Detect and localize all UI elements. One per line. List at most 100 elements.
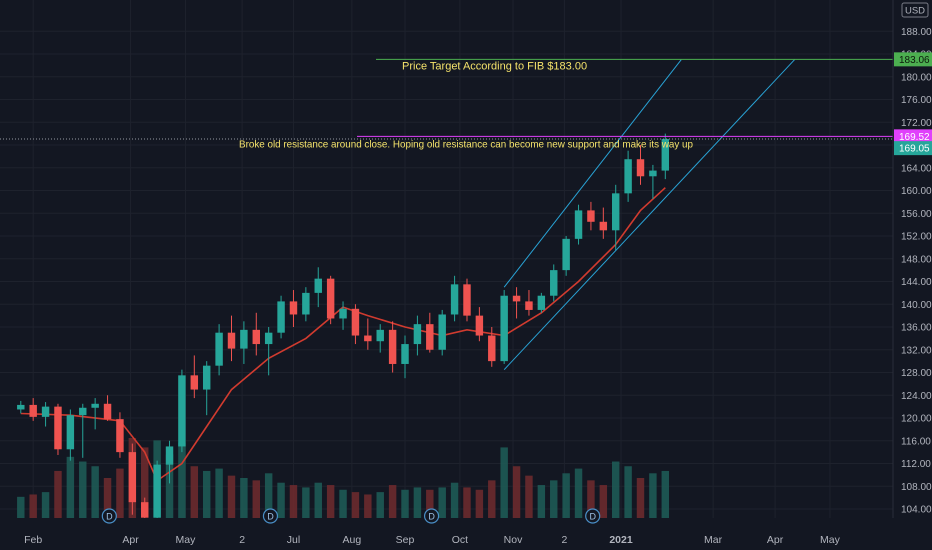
candle (426, 312, 434, 353)
volume-bar (599, 485, 608, 518)
candle (202, 361, 211, 416)
candle-body (41, 406, 50, 417)
dividend-marker[interactable]: D (262, 508, 279, 524)
volume-bar (401, 489, 409, 518)
candle (661, 133, 670, 180)
y-tick-label: 124.00 (901, 391, 932, 402)
dividend-circle (423, 508, 440, 524)
dividend-circle (585, 508, 601, 524)
x-tick-label: Feb (24, 534, 42, 546)
volume-bar (17, 496, 25, 518)
candle (277, 295, 285, 339)
candle-body (79, 407, 87, 416)
y-tick-label: 188.00 (901, 27, 932, 38)
candle-body (624, 159, 632, 194)
candle (165, 440, 174, 484)
price-target-badge: 183.06 (894, 52, 932, 67)
volume-bar (240, 478, 248, 518)
volume-bar (512, 466, 521, 518)
volume-bar (550, 480, 558, 518)
volume-bar (463, 487, 471, 518)
volume-bar (41, 492, 50, 518)
candle-body (141, 502, 149, 518)
candle (376, 324, 384, 353)
resistance-badge-box (894, 129, 932, 144)
candle-body (587, 210, 595, 222)
volume-bar (624, 466, 632, 518)
volume-bar (202, 470, 211, 518)
candle (17, 400, 25, 414)
candle (364, 318, 372, 350)
candle-body (475, 315, 484, 336)
candle (302, 287, 310, 322)
volume-bar (277, 482, 285, 518)
currency-badge-box (901, 2, 929, 18)
y-tick-label: 112.00 (901, 459, 931, 470)
last-price-badge: 169.05 (894, 141, 932, 156)
volume-bar (413, 487, 422, 518)
candle (500, 290, 508, 364)
candle (54, 403, 62, 455)
volume-bar (227, 475, 236, 518)
candle (264, 327, 273, 376)
x-tick-label: 2 (561, 534, 567, 546)
y-tick-label: 104.00 (901, 505, 932, 516)
y-tick-label: 156.00 (901, 209, 932, 220)
candle (153, 460, 161, 518)
y-tick-label: 132.00 (901, 345, 932, 356)
volume-bar (661, 470, 670, 518)
candle (29, 398, 37, 421)
dividend-circle (262, 508, 279, 524)
candle (128, 443, 137, 515)
volume-bar (612, 461, 620, 518)
candle-body (29, 404, 37, 417)
x-tick-label: 2021 (609, 534, 633, 546)
x-tick-label: Sep (396, 534, 415, 546)
candle (41, 402, 50, 427)
candle (636, 145, 645, 185)
candle (550, 264, 558, 302)
x-tick-label: Mar (704, 534, 723, 546)
candle-body (264, 332, 273, 345)
plot-area (0, 0, 893, 518)
candle-body (240, 329, 248, 349)
candle (314, 267, 322, 308)
candle-body (550, 270, 558, 296)
x-tick-label: May (820, 534, 841, 546)
currency-badge[interactable]: USD (901, 2, 929, 18)
candle-body (376, 329, 384, 342)
x-tick-label: Nov (504, 534, 523, 546)
volume-bar (351, 492, 360, 518)
candle (401, 335, 409, 379)
candle-body (562, 238, 570, 271)
candle-body (153, 464, 161, 518)
candle (141, 497, 149, 518)
x-tick-label: Aug (343, 534, 362, 546)
last-price-badge-text: 169.05 (899, 144, 930, 155)
volume-bar (376, 492, 384, 518)
volume-bar (574, 468, 583, 518)
candle-body (302, 292, 310, 315)
candle (488, 327, 496, 367)
candle-body (438, 314, 446, 350)
dividend-marker[interactable]: D (101, 508, 117, 524)
x-tick-label: 2 (239, 534, 245, 546)
volume-bar (165, 454, 174, 518)
candle-body (17, 404, 25, 410)
candle (512, 287, 521, 319)
candle-body (202, 365, 211, 390)
candle-body (401, 344, 409, 364)
dividend-marker[interactable]: D (423, 508, 440, 524)
x-tick-label: Jul (287, 534, 300, 546)
candle-body (537, 295, 546, 310)
dividend-marker[interactable]: D (585, 508, 601, 524)
volume-bar (79, 461, 87, 518)
candle-body (116, 419, 124, 453)
candle (66, 409, 75, 461)
price-target-annotation: Price Target According to FIB $183.00 (402, 60, 587, 72)
candle-body (128, 452, 137, 503)
candle-body (351, 308, 360, 336)
dividend-label: D (106, 512, 113, 522)
